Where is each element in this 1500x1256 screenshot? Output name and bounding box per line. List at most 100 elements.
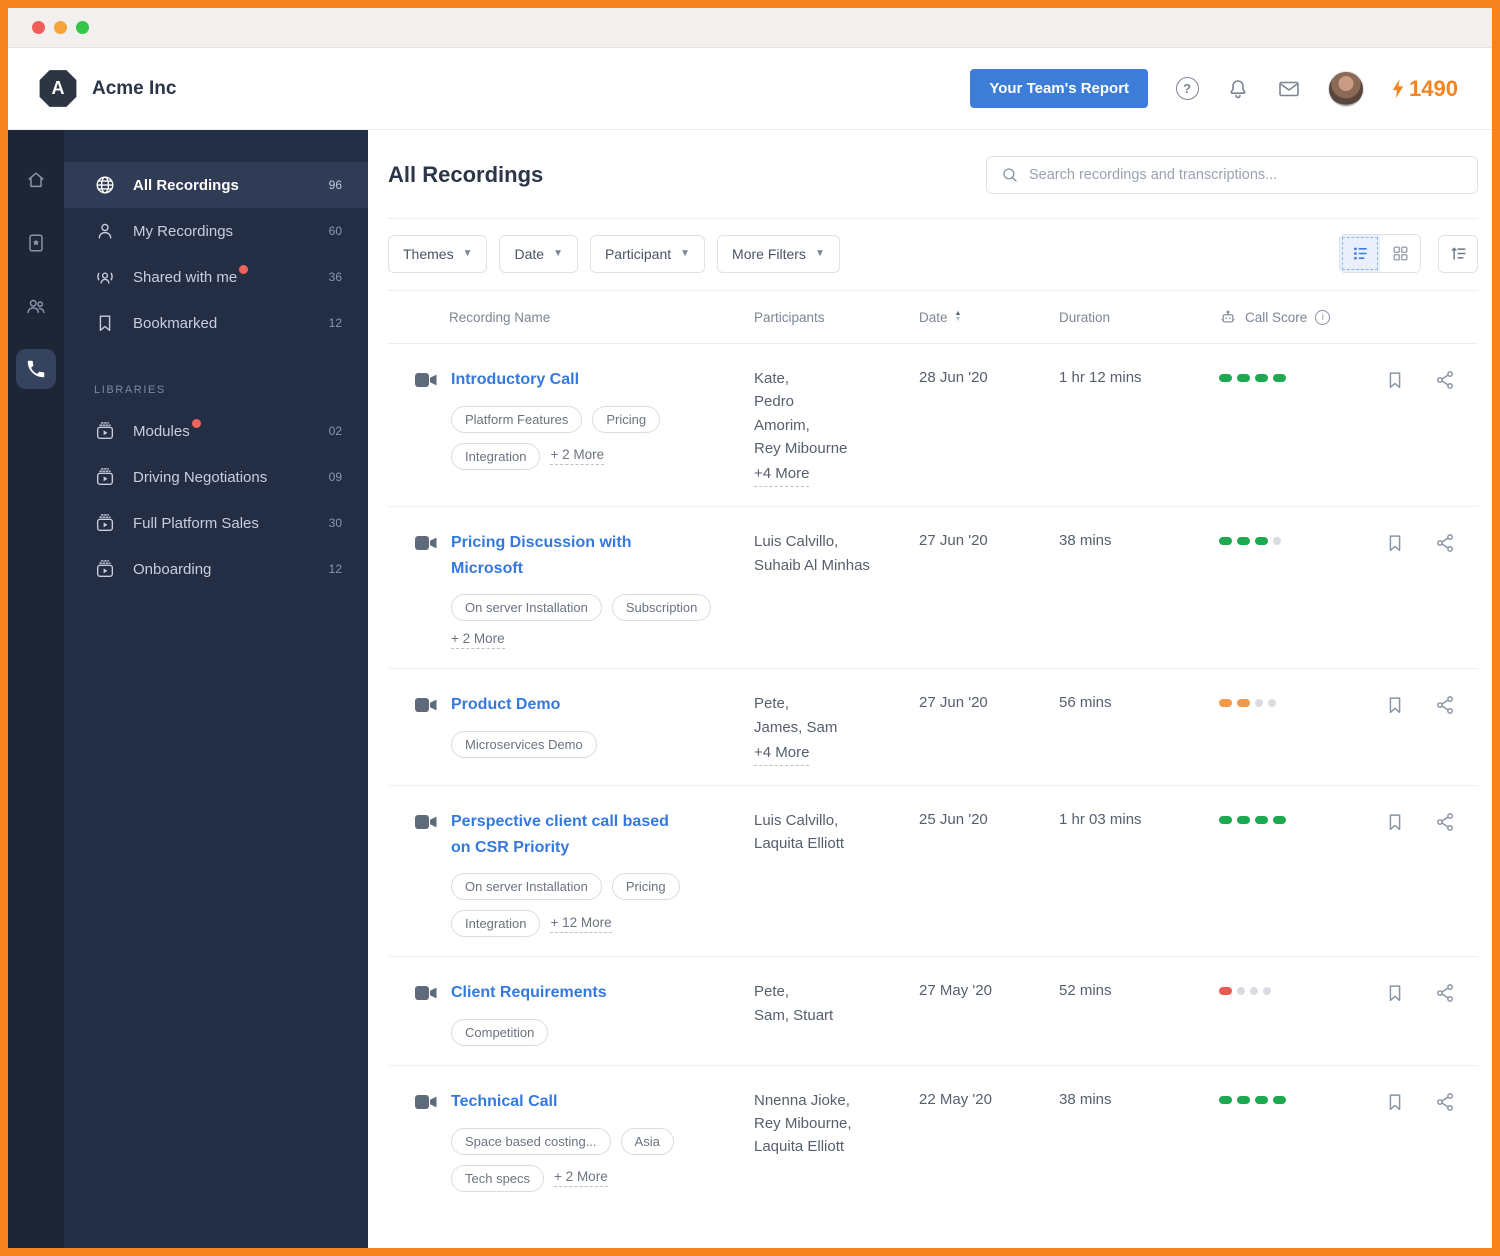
- recording-name-link[interactable]: Product Demo: [451, 696, 561, 714]
- window-titlebar: [8, 8, 1492, 48]
- calls-icon[interactable]: [16, 349, 56, 389]
- share-icon[interactable]: [1434, 694, 1456, 716]
- topic-tag[interactable]: Space based costing...: [451, 1127, 611, 1155]
- more-participants-link[interactable]: +4 More: [754, 741, 810, 767]
- chevron-down-icon: ▼: [462, 248, 473, 259]
- share-icon[interactable]: [1434, 369, 1456, 391]
- chevron-down-icon: ▼: [553, 248, 563, 259]
- topic-tag[interactable]: Pricing: [611, 873, 680, 901]
- sidebar-item-shared-with-me[interactable]: Shared with me 36: [64, 254, 368, 300]
- library-item-modules[interactable]: Modules 02: [64, 408, 368, 454]
- recording-name-link[interactable]: Technical Call: [451, 1092, 558, 1110]
- column-duration[interactable]: Duration: [1059, 309, 1111, 325]
- help-icon[interactable]: ?: [1175, 77, 1199, 101]
- filter-chip-participant[interactable]: Participant ▼: [589, 234, 706, 273]
- minimize-window-button[interactable]: [54, 21, 67, 34]
- recording-name-link[interactable]: Client Requirements: [451, 984, 607, 1002]
- sidebar-item-bookmarked[interactable]: Bookmarked 12: [64, 300, 368, 346]
- more-tags-link[interactable]: + 12 More: [550, 915, 612, 933]
- score-dot-filled: [1219, 987, 1232, 996]
- participants-cell: Luis Calvillo, Suhaib Al Minhas: [754, 533, 870, 574]
- score-dot-filled: [1237, 374, 1250, 382]
- topic-tag[interactable]: Platform Features: [451, 405, 583, 433]
- bookmark-icon[interactable]: [1384, 982, 1406, 1004]
- topic-tag[interactable]: Tech specs: [451, 1164, 545, 1192]
- score-dot-filled: [1273, 1095, 1286, 1104]
- more-tags-link[interactable]: + 2 More: [550, 447, 605, 466]
- topic-tag[interactable]: Microservices Demo: [451, 731, 597, 759]
- team-report-button[interactable]: Your Team's Report: [970, 69, 1149, 108]
- more-participants-link[interactable]: +4 More: [754, 462, 810, 488]
- topic-tag[interactable]: Competition: [451, 1018, 549, 1046]
- topic-tag[interactable]: On server Installation: [451, 594, 602, 622]
- documents-icon[interactable]: [16, 223, 56, 263]
- table-row: Product Demo Microservices Demo Pete, Ja…: [388, 669, 1478, 787]
- share-icon[interactable]: [1434, 532, 1456, 554]
- share-icon[interactable]: [1434, 1091, 1456, 1113]
- duration-cell: 56 mins: [1059, 694, 1112, 712]
- topic-tag[interactable]: On server Installation: [451, 873, 602, 901]
- bookmark-icon[interactable]: [1384, 811, 1406, 833]
- library-item-full-platform-sales[interactable]: Full Platform Sales 30: [64, 500, 368, 546]
- share-icon[interactable]: [1434, 982, 1456, 1004]
- score-dot-empty: [1237, 987, 1245, 996]
- video-camera-icon: [415, 815, 437, 830]
- score-dot-filled: [1219, 1095, 1232, 1104]
- robot-icon: [1221, 310, 1235, 323]
- topic-tag[interactable]: Subscription: [611, 594, 712, 622]
- topic-tag[interactable]: Integration: [451, 910, 541, 938]
- call-score-dots: [1219, 809, 1384, 825]
- date-cell: 27 May '20: [919, 982, 992, 1000]
- user-avatar[interactable]: [1328, 70, 1365, 107]
- topic-tag[interactable]: Integration: [451, 442, 541, 470]
- column-call-score[interactable]: Call Score i: [1219, 308, 1384, 326]
- sidebar-item-my-recordings[interactable]: My Recordings 60: [64, 208, 368, 254]
- date-sort-icon[interactable]: ▲ ▼: [954, 310, 962, 323]
- app-window: A Acme Inc Your Team's Report ? 1490: [8, 8, 1492, 1248]
- topic-tag[interactable]: Pricing: [592, 405, 661, 433]
- bookmark-icon[interactable]: [1384, 532, 1406, 554]
- recording-name-link[interactable]: Perspective client call based on CSR Pri…: [451, 813, 669, 856]
- column-recording-name[interactable]: Recording Name: [449, 309, 551, 325]
- call-score-dots: [1219, 367, 1384, 382]
- mail-icon[interactable]: [1277, 77, 1301, 101]
- notifications-bell-icon[interactable]: [1226, 77, 1250, 101]
- library-item-onboarding[interactable]: Onboarding 12: [64, 546, 368, 592]
- bookmark-icon[interactable]: [1384, 694, 1406, 716]
- close-window-button[interactable]: [32, 21, 45, 34]
- score-dot-filled: [1237, 537, 1250, 546]
- filter-chip-themes[interactable]: Themes ▼: [388, 234, 488, 273]
- library-item-driving-negotiations[interactable]: Driving Negotiations 09: [64, 454, 368, 500]
- call-score-dots: [1219, 980, 1384, 996]
- more-tags-link[interactable]: + 2 More: [451, 631, 505, 650]
- more-tags-link[interactable]: + 2 More: [554, 1169, 608, 1188]
- bookmark-icon[interactable]: [1384, 369, 1406, 391]
- filter-chip-date[interactable]: Date ▼: [499, 234, 578, 273]
- participants-cell: Luis Calvillo, Laquita Elliott: [754, 812, 845, 853]
- search-icon: [1003, 168, 1017, 182]
- recording-name-link[interactable]: Introductory Call: [451, 371, 580, 388]
- recording-name-link[interactable]: Pricing Discussion with Microsoft: [451, 534, 632, 577]
- item-count: 36: [328, 270, 342, 284]
- maximize-window-button[interactable]: [76, 21, 89, 34]
- topic-tags: Microservices Demo: [451, 731, 597, 759]
- library-icon: [94, 466, 116, 488]
- home-icon[interactable]: [16, 160, 56, 200]
- grid-view-button[interactable]: [1380, 235, 1420, 272]
- column-participants[interactable]: Participants: [754, 309, 825, 325]
- column-date[interactable]: Date ▲ ▼: [919, 309, 962, 325]
- credits-score: 1490: [1391, 76, 1458, 102]
- score-dot-filled: [1255, 537, 1268, 546]
- bookmark-icon[interactable]: [1384, 1091, 1406, 1113]
- sort-order-button[interactable]: [1438, 234, 1478, 273]
- date-cell: 22 May '20: [919, 1090, 992, 1108]
- share-icon[interactable]: [1434, 811, 1456, 833]
- team-icon[interactable]: [16, 286, 56, 326]
- chevron-down-icon: ▼: [680, 248, 691, 259]
- list-view-button[interactable]: [1340, 235, 1380, 272]
- info-icon[interactable]: i: [1315, 309, 1331, 325]
- sidebar-item-all-recordings[interactable]: All Recordings 96: [64, 162, 368, 208]
- search-input[interactable]: [1029, 167, 1463, 183]
- filter-chip-more-filters[interactable]: More Filters ▼: [717, 234, 840, 273]
- topic-tag[interactable]: Asia: [620, 1127, 674, 1155]
